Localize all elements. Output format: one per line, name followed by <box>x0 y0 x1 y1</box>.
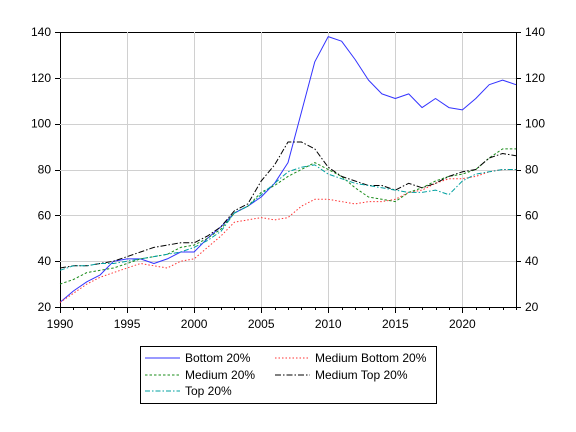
y-tick-label-right: 140 <box>525 25 545 39</box>
legend-label: Medium Bottom 20% <box>315 351 427 365</box>
legend: Bottom 20% Medium Bottom 20% Medium 20% Med… <box>140 346 437 404</box>
y-tick-label-right: 40 <box>525 254 539 268</box>
x-tick-label: 1995 <box>114 317 141 331</box>
y-tick-label-right: 120 <box>525 71 545 85</box>
y-tick-label-right: 100 <box>525 117 545 131</box>
x-tick-label: 2020 <box>449 317 476 331</box>
legend-label: Medium Top 20% <box>315 368 408 382</box>
series-line <box>59 141 517 269</box>
grid-lines <box>60 32 516 307</box>
y-tick-label-left: 40 <box>38 254 52 268</box>
y-tick-label-right: 60 <box>525 208 539 222</box>
y-tick-label-left: 20 <box>38 300 52 314</box>
x-tick-label: 2000 <box>181 317 208 331</box>
x-tick-label: 2010 <box>315 317 342 331</box>
y-tick-label-left: 120 <box>31 71 51 85</box>
y-tick-label-right: 80 <box>525 163 539 177</box>
y-tick-label-left: 140 <box>31 25 51 39</box>
y-tick-label-left: 60 <box>38 208 52 222</box>
series-lines <box>59 36 517 303</box>
x-tick-label: 1990 <box>47 317 74 331</box>
series-line <box>59 164 516 271</box>
legend-label: Medium 20% <box>185 368 255 382</box>
series-line <box>59 148 516 285</box>
y-tick-label-left: 100 <box>31 117 51 131</box>
legend-label: Bottom 20% <box>185 351 251 365</box>
y-tick-label-right: 20 <box>525 300 539 314</box>
legend-label: Top 20% <box>185 384 232 398</box>
x-tick-label: 2005 <box>248 317 275 331</box>
y-tick-label-left: 80 <box>38 163 52 177</box>
series-line <box>59 36 517 303</box>
x-tick-label: 2015 <box>382 317 409 331</box>
series-line <box>59 169 516 303</box>
